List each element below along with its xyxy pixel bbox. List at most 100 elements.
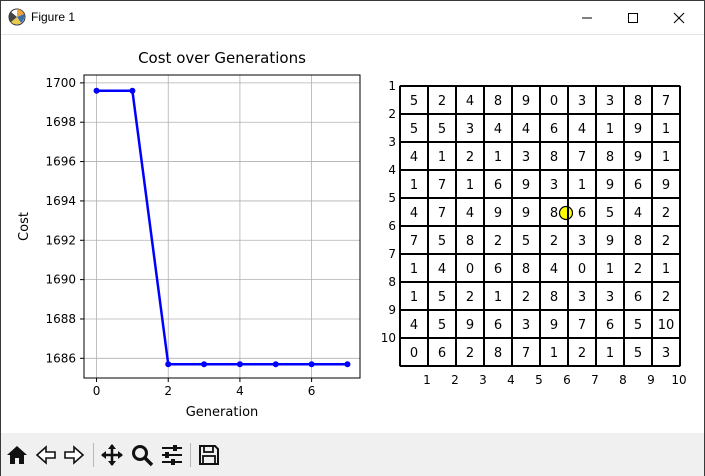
forward-button[interactable] xyxy=(61,442,87,468)
cost-line-chart: 0 2 4 6 1686 1688 1690 1692 1694 1696 1698 1700 Cost… xyxy=(17,49,361,420)
y-tick-label: 1694 xyxy=(45,194,76,208)
grid-cell-value: 3 xyxy=(606,94,614,109)
data-point xyxy=(201,361,208,368)
grid-cell-value: 4 xyxy=(466,94,474,109)
x-tick-label: 2 xyxy=(451,373,459,387)
grid-cell-value: 9 xyxy=(634,150,642,165)
y-axis-label: Cost xyxy=(17,212,32,241)
grid-cell-value: 5 xyxy=(522,234,530,249)
grid-cell-value: 8 xyxy=(466,234,474,249)
grid-cell-value: 9 xyxy=(606,234,614,249)
grid-cell-value: 8 xyxy=(550,290,558,305)
grid-cell-value: 5 xyxy=(634,318,642,333)
x-tick-label: 1 xyxy=(423,373,431,387)
x-tick-label: 5 xyxy=(535,373,543,387)
zoom-button[interactable] xyxy=(129,442,155,468)
grid-cell-value: 1 xyxy=(662,150,670,165)
home-button[interactable] xyxy=(4,442,30,468)
data-point xyxy=(236,361,243,368)
x-tick-label: 6 xyxy=(308,384,316,398)
grid-cell-value: 7 xyxy=(438,206,446,221)
grid-cell-value: 1 xyxy=(466,178,474,193)
x-tick-label: 10 xyxy=(671,373,686,387)
figure-svg: 0 2 4 616861688169016921694169616981700Cost… xyxy=(17,49,687,420)
grid-cell-value: 1 xyxy=(438,150,446,165)
data-point xyxy=(344,361,351,368)
grid-cell-value: 4 xyxy=(494,122,502,137)
grid-cell-value: 1 xyxy=(662,262,670,277)
y-tick-label: 1690 xyxy=(45,273,76,287)
grid-cell-value: 6 xyxy=(494,178,502,193)
grid-cell-value: 2 xyxy=(550,234,558,249)
grid-cell-value: 7 xyxy=(662,94,670,109)
grid-cell-value: 5 xyxy=(438,234,446,249)
x-tick-label: 7 xyxy=(591,373,599,387)
grid-cell-value: 9 xyxy=(466,318,474,333)
forward-icon xyxy=(64,445,85,465)
grid-cell-value: 1 xyxy=(662,122,670,137)
grid-cell-value: 1 xyxy=(606,346,614,361)
grid-cell-value: 2 xyxy=(466,346,474,361)
grid-cell-value: 0 xyxy=(466,262,474,277)
chart-title: Cost over Generations xyxy=(138,49,306,67)
back-button[interactable] xyxy=(33,442,59,468)
data-point xyxy=(129,87,136,94)
grid-cell-value: 8 xyxy=(606,150,614,165)
toolbar-separator xyxy=(190,443,191,467)
grid-cell-value: 5 xyxy=(410,94,418,109)
grid-cell-value: 9 xyxy=(606,178,614,193)
grid-cell-value: 1 xyxy=(606,262,614,277)
grid-cell-value: 3 xyxy=(662,346,670,361)
grid-cell-value: 4 xyxy=(634,206,642,221)
y-tick-label: 8 xyxy=(388,275,396,289)
grid-cell-value: 0 xyxy=(550,94,558,109)
grid-cell-value: 8 xyxy=(550,150,558,165)
configure-subplots-button[interactable] xyxy=(159,442,185,468)
grid-cell-value: 8 xyxy=(634,94,642,109)
grid-cell-value: 4 xyxy=(578,122,586,137)
y-tick-label: 1700 xyxy=(45,76,76,90)
y-tick-label: 1696 xyxy=(45,155,76,169)
grid-cell-value: 3 xyxy=(522,150,530,165)
navigation-toolbar xyxy=(1,433,704,476)
grid-cell-value: 2 xyxy=(662,290,670,305)
save-button[interactable] xyxy=(196,442,222,468)
x-tick-label: 9 xyxy=(647,373,655,387)
pan-icon xyxy=(101,444,123,466)
grid-cell-value: 3 xyxy=(550,178,558,193)
y-tick-label: 2 xyxy=(388,107,396,121)
configure-subplots-icon xyxy=(162,445,182,465)
data-point xyxy=(165,361,172,368)
y-tick-label: 1698 xyxy=(45,115,76,129)
maximize-button[interactable] xyxy=(610,1,656,35)
y-tick-label: 1 xyxy=(388,79,396,93)
grid-cell-value: 7 xyxy=(410,234,418,249)
pan-button[interactable] xyxy=(99,442,125,468)
grid-cell-value: 9 xyxy=(634,122,642,137)
minimize-button[interactable] xyxy=(564,1,610,35)
maximize-icon xyxy=(628,13,638,23)
grid-cell-value: 0 xyxy=(578,262,586,277)
x-tick-label: 0 xyxy=(93,384,101,398)
grid-cell-value: 8 xyxy=(522,262,530,277)
grid-cell-value: 1 xyxy=(410,290,418,305)
grid-cell-value: 4 xyxy=(522,122,530,137)
close-icon xyxy=(673,12,685,24)
grid-cell-value: 2 xyxy=(634,262,642,277)
grid-cell-value: 5 xyxy=(606,206,614,221)
back-icon xyxy=(35,445,56,465)
grid-cell-value: 2 xyxy=(578,346,586,361)
window-title: Figure 1 xyxy=(31,10,76,24)
grid-cell-value: 7 xyxy=(522,346,530,361)
grid-cell-value: 6 xyxy=(494,262,502,277)
x-tick-label: 6 xyxy=(563,373,571,387)
figure-canvas[interactable]: 0 2 4 6 1686 1688 1690 1692 1694 1696 1698 1700 Cost… xyxy=(1,35,704,433)
grid-cell-value: 6 xyxy=(606,318,614,333)
y-tick-label: 7 xyxy=(388,247,396,261)
grid-cell-value: 4 xyxy=(438,262,446,277)
grid-cell-value: 5 xyxy=(634,346,642,361)
grid-cell-value: 1 xyxy=(550,346,558,361)
grid-cell-value: 6 xyxy=(438,346,446,361)
grid-cell-value: 1 xyxy=(410,178,418,193)
close-button[interactable] xyxy=(656,1,702,35)
